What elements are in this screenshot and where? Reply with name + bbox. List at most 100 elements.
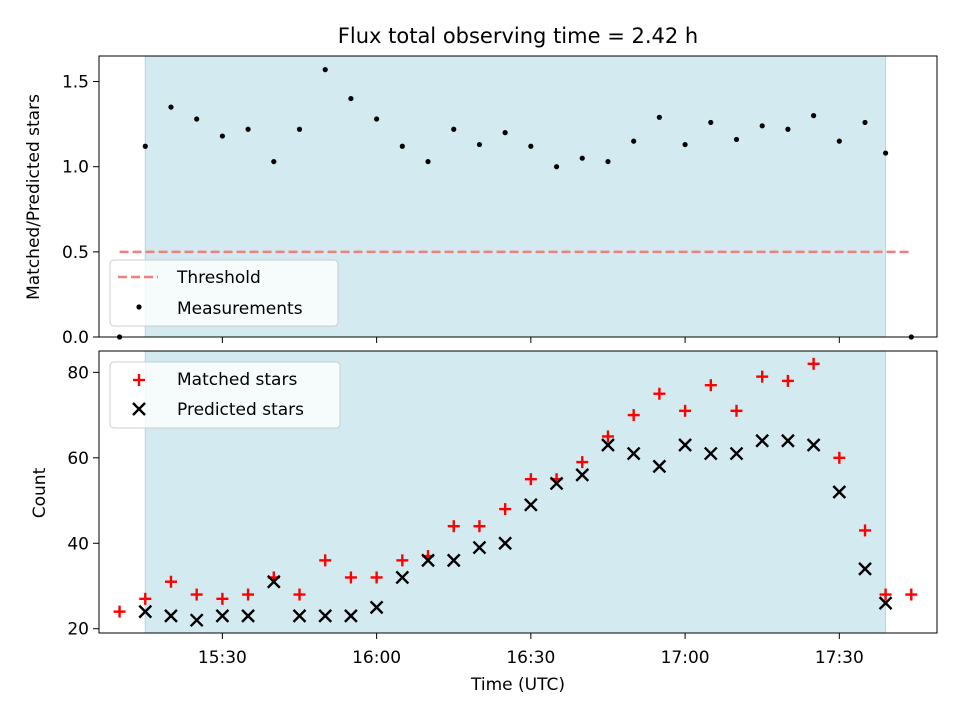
top-y-axis-label: Matched/Predicted stars — [24, 94, 44, 300]
measurement-point — [296, 126, 303, 132]
matched-star-point — [756, 370, 769, 383]
legend-predicted-swatch — [132, 402, 146, 416]
legend-measurements-label: Measurements — [177, 299, 303, 319]
measurement-point — [142, 143, 148, 149]
bottom-y-tick-label: 60 — [67, 449, 89, 469]
matched-star-point — [190, 588, 203, 601]
predicted-star-point — [344, 609, 358, 623]
matched-star-point — [627, 409, 640, 422]
x-tick-label: 17:00 — [661, 648, 710, 668]
predicted-star-point — [524, 497, 538, 512]
matched-star-point — [730, 404, 743, 417]
matched-star-point — [781, 374, 794, 387]
predicted-star-point — [858, 562, 872, 576]
top-y-tick-label: 1.0 — [62, 158, 89, 178]
top-legend: Threshold Measurements — [109, 259, 339, 327]
top-y-tick-label: 1.5 — [62, 73, 89, 93]
x-tick-label: 17:30 — [815, 648, 864, 668]
legend-predicted-label: Predicted stars — [177, 400, 304, 420]
matched-star-point — [113, 605, 126, 618]
measurement-point — [811, 113, 817, 119]
matched-star-point — [576, 456, 589, 469]
predicted-star-point — [138, 604, 153, 619]
matched-star-point — [679, 404, 692, 417]
matched-star-point — [164, 575, 177, 588]
measurement-point — [862, 119, 868, 126]
matched-star-point — [447, 520, 460, 533]
predicted-star-point — [729, 446, 744, 461]
bottom-y-axis-label: Count — [30, 467, 50, 518]
measurement-point — [605, 158, 611, 165]
measurement-point — [553, 164, 560, 170]
bottom-legend: Matched stars Predicted stars — [109, 361, 341, 429]
predicted-star-point — [678, 438, 692, 452]
predicted-star-point — [498, 536, 512, 551]
matched-star-point — [499, 503, 512, 516]
legend-matched-label: Matched stars — [177, 370, 297, 390]
measurement-point — [656, 114, 662, 120]
measurement-points — [116, 67, 914, 340]
predicted-star-point — [575, 468, 590, 482]
matched-star-point — [524, 473, 537, 486]
bottom-legend-box — [109, 361, 341, 429]
predicted-star-point — [832, 485, 847, 499]
matched-star-point — [242, 588, 255, 601]
measurement-point — [322, 67, 328, 73]
measurement-point — [476, 141, 483, 148]
x-tick-label: 16:00 — [352, 648, 401, 668]
top-plot-frame — [98, 55, 938, 338]
predicted-star-point — [292, 609, 307, 623]
top-y-tick-label: 0.0 — [62, 328, 89, 348]
chart-title: Flux total observing time = 2.42 h — [338, 24, 698, 48]
measurement-point — [882, 150, 889, 156]
predicted-star-point — [369, 600, 384, 615]
matched-star-point — [879, 588, 892, 601]
predicted-star-point — [703, 446, 718, 461]
predicted-star-point — [472, 540, 487, 555]
matched-star-point — [807, 357, 820, 370]
measurement-point — [451, 126, 457, 132]
predicted-star-point — [806, 438, 821, 452]
measurement-point — [528, 143, 534, 149]
measurement-point — [836, 138, 842, 144]
bottom-x-ticks: 15:30 16:00 16:30 17:00 17:30 — [198, 633, 864, 668]
bottom-y-tick-label: 80 — [67, 363, 89, 383]
matched-star-point — [139, 592, 152, 605]
measurement-point — [245, 126, 251, 132]
measurement-point — [374, 116, 380, 122]
top-y-tick-label: 0.5 — [62, 243, 89, 263]
predicted-star-point — [601, 438, 615, 452]
x-tick-label: 15:30 — [198, 648, 247, 668]
matched-star-point — [905, 588, 918, 601]
matched-star-point — [704, 379, 717, 392]
predicted-star-point — [164, 609, 178, 623]
matched-star-point — [344, 571, 357, 584]
predicted-stars-points — [138, 433, 893, 628]
measurement-point — [708, 119, 714, 126]
predicted-star-point — [266, 574, 281, 589]
measurement-point — [194, 116, 200, 122]
measurement-point — [219, 133, 225, 139]
matched-star-point — [396, 554, 409, 567]
predicted-star-point — [395, 570, 410, 585]
measurement-point — [759, 123, 765, 129]
legend-threshold-label: Threshold — [176, 268, 261, 288]
x-axis-label: Time (UTC) — [470, 675, 565, 695]
predicted-star-point — [878, 596, 893, 610]
measurement-point — [399, 143, 405, 149]
measurement-point — [733, 136, 740, 143]
measurement-point — [168, 104, 174, 110]
measurement-point — [682, 141, 688, 148]
matched-stars-points — [113, 357, 918, 618]
predicted-star-point — [446, 553, 461, 568]
predicted-star-point — [241, 609, 255, 623]
predicted-star-point — [755, 433, 770, 448]
bottom-panel: 20 40 60 80 15:30 16:00 16:30 17:00 17:30 Count… — [30, 350, 938, 695]
predicted-star-point — [549, 476, 564, 491]
top-y-ticks: 0.0 0.5 1.0 1.5 — [62, 73, 99, 348]
predicted-star-point — [215, 609, 230, 623]
matched-star-point — [601, 430, 614, 443]
measurement-point — [502, 130, 508, 136]
measurement-point — [579, 155, 585, 161]
